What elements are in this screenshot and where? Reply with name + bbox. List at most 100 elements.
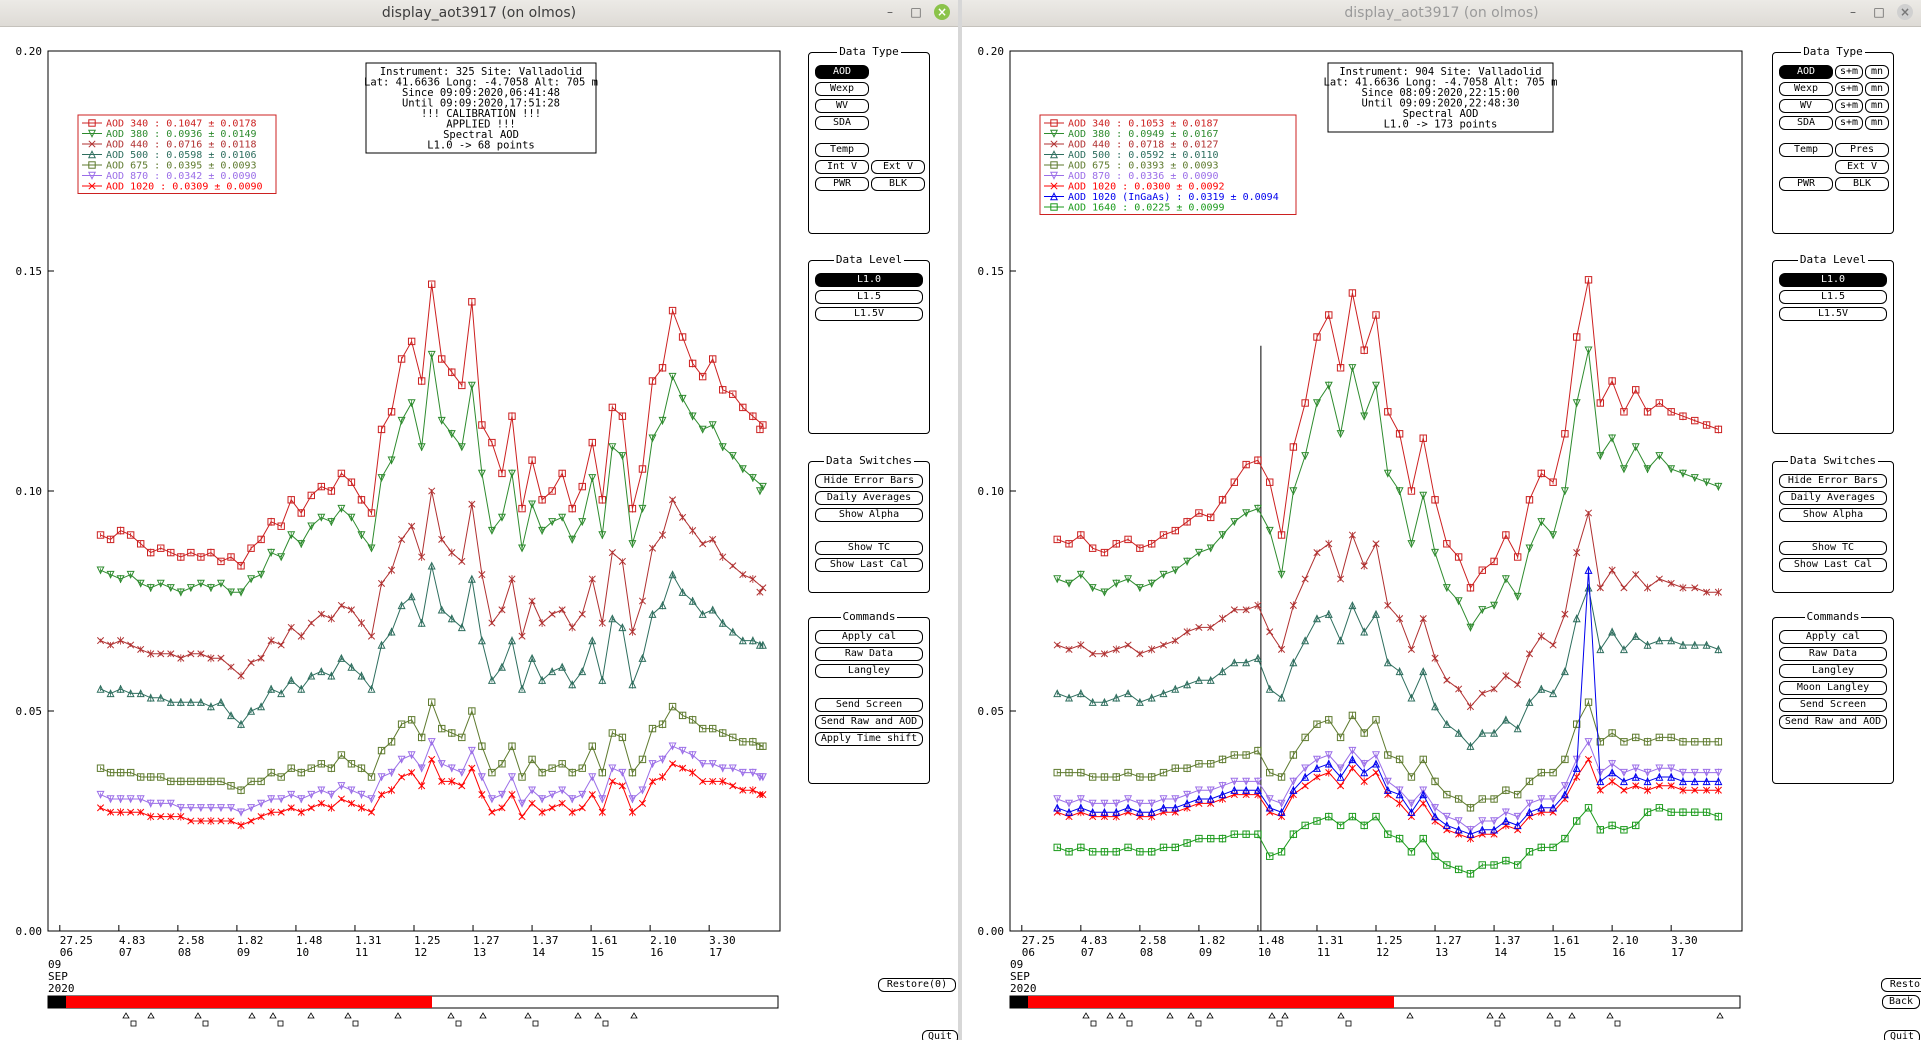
data-point xyxy=(748,768,757,777)
data-type-pres-button[interactable]: Pres xyxy=(1835,143,1889,157)
data-type-aod-sm-button[interactable]: s+m xyxy=(1835,65,1863,79)
show-last-cal-button[interactable]: Show Last Cal xyxy=(815,558,923,572)
data-type-sda-button[interactable]: SDA xyxy=(815,116,869,130)
apply-time-shift-button[interactable]: Apply Time shift xyxy=(815,732,923,746)
data-type-blk-button[interactable]: BLK xyxy=(871,177,925,191)
data-point xyxy=(1573,817,1581,825)
data-point xyxy=(668,306,677,315)
data-point xyxy=(257,702,266,711)
panel-commands: Commands Apply cal Raw Data Langley Moon Lan… xyxy=(1772,610,1894,784)
data-level-l1-5-button[interactable]: L1.5 xyxy=(1779,290,1887,304)
data-type-ext-v-button[interactable]: Ext V xyxy=(1835,160,1889,174)
restore-button[interactable]: Restore(0) xyxy=(878,978,956,992)
data-type-blk-button[interactable]: BLK xyxy=(1835,177,1889,191)
minimize-button[interactable]: – xyxy=(1850,5,1856,19)
data-type-temp-button[interactable]: Temp xyxy=(1779,143,1833,157)
data-type-wv-sm-button[interactable]: s+m xyxy=(1835,99,1863,113)
data-type-wv-button[interactable]: WV xyxy=(1779,99,1833,113)
x-tick-label-airmass: 1.31 xyxy=(1317,934,1344,947)
send-screen-button[interactable]: Send Screen xyxy=(815,698,923,712)
close-button[interactable]: × xyxy=(1897,4,1913,20)
moon-langley-button[interactable]: Moon Langley xyxy=(1779,681,1887,695)
data-point xyxy=(337,653,346,662)
data-type-wexp-button[interactable]: Wexp xyxy=(815,82,869,96)
send-raw-and-aod-button[interactable]: Send Raw and AOD xyxy=(1779,715,1887,729)
data-point xyxy=(1407,693,1416,702)
timeline-marker xyxy=(248,1012,256,1019)
data-type-pwr-button[interactable]: PWR xyxy=(815,177,869,191)
apply-cal-button[interactable]: Apply cal xyxy=(815,630,923,644)
data-type-wexp-sm-button[interactable]: s+m xyxy=(1835,82,1863,96)
data-point xyxy=(1431,702,1440,711)
show-tc-button[interactable]: Show TC xyxy=(1779,541,1887,555)
data-type-sda-button[interactable]: SDA xyxy=(1779,116,1833,130)
send-screen-button[interactable]: Send Screen xyxy=(1779,698,1887,712)
data-type-sda-sm-button[interactable]: s+m xyxy=(1835,116,1863,130)
data-level-l1-0-button[interactable]: L1.0 xyxy=(1779,273,1887,287)
data-point xyxy=(367,795,376,804)
data-point xyxy=(1230,830,1239,838)
raw-data-button[interactable]: Raw Data xyxy=(815,647,923,661)
langley-button[interactable]: Langley xyxy=(815,664,923,678)
data-point xyxy=(1136,650,1144,658)
timeline-marker-square xyxy=(1276,1020,1283,1027)
quit-button[interactable]: Quit xyxy=(1884,1030,1920,1040)
timeline-marker xyxy=(630,1012,638,1019)
show-alpha-button[interactable]: Show Alpha xyxy=(1779,508,1887,522)
daily-averages-button[interactable]: Daily Averages xyxy=(815,491,923,505)
maximize-button[interactable]: □ xyxy=(1873,5,1885,19)
data-point xyxy=(598,768,607,777)
data-point xyxy=(1596,452,1605,461)
title-bar[interactable]: display_aot3917 (on olmos) – □ × xyxy=(962,0,1921,27)
panel-title: Commands xyxy=(1773,610,1893,624)
data-point xyxy=(1242,785,1251,794)
maximize-button[interactable]: □ xyxy=(910,5,922,19)
timeline-marker-square xyxy=(455,1020,462,1027)
data-type-wexp-button[interactable]: Wexp xyxy=(1779,82,1833,96)
data-point xyxy=(1230,777,1239,786)
data-point xyxy=(186,697,195,706)
data-type-wv-mn-button[interactable]: mn xyxy=(1865,99,1889,113)
raw-data-button[interactable]: Raw Data xyxy=(1779,647,1887,661)
data-point xyxy=(247,659,255,667)
data-type-aod-button[interactable]: AOD xyxy=(815,65,869,79)
data-type-aod-button[interactable]: AOD xyxy=(1779,65,1833,79)
hide-error-bars-button[interactable]: Hide Error Bars xyxy=(815,474,923,488)
data-point xyxy=(1384,601,1392,609)
title-bar[interactable]: display_aot3917 (on olmos) – □ × xyxy=(0,0,958,27)
show-last-cal-button[interactable]: Show Last Cal xyxy=(1779,558,1887,572)
show-tc-button[interactable]: Show TC xyxy=(815,541,923,555)
data-level-l1-5v-button[interactable]: L1.5V xyxy=(1779,307,1887,321)
data-type-temp-button[interactable]: Temp xyxy=(815,143,869,157)
close-button[interactable]: × xyxy=(934,4,950,20)
hide-error-bars-button[interactable]: Hide Error Bars xyxy=(1779,474,1887,488)
data-type-wexp-mn-button[interactable]: mn xyxy=(1865,82,1889,96)
data-type-pwr-button[interactable]: PWR xyxy=(1779,177,1833,191)
minimize-button[interactable]: – xyxy=(887,5,893,19)
data-point xyxy=(1324,759,1333,768)
show-alpha-button[interactable]: Show Alpha xyxy=(815,508,923,522)
daily-averages-button[interactable]: Daily Averages xyxy=(1779,491,1887,505)
data-level-l1-5v-button[interactable]: L1.5V xyxy=(815,307,923,321)
data-point xyxy=(1076,803,1085,812)
data-type-ext-v-button[interactable]: Ext V xyxy=(871,160,925,174)
data-point xyxy=(1171,808,1179,816)
back-button[interactable]: Back xyxy=(1882,995,1920,1009)
apply-cal-button[interactable]: Apply cal xyxy=(1779,630,1887,644)
send-raw-and-aod-button[interactable]: Send Raw and AOD xyxy=(815,715,923,729)
data-type-aod-mn-button[interactable]: mn xyxy=(1865,65,1889,79)
quit-button[interactable]: Quit xyxy=(922,1030,958,1040)
data-level-l1-0-button[interactable]: L1.0 xyxy=(815,273,923,287)
data-level-l1-5-button[interactable]: L1.5 xyxy=(815,290,923,304)
data-point xyxy=(1371,759,1381,768)
data-point xyxy=(1254,601,1262,609)
timeline-range xyxy=(1028,996,1394,1008)
data-type-wv-button[interactable]: WV xyxy=(815,99,869,113)
restore-button[interactable]: Restore(0) xyxy=(1881,978,1921,992)
data-point xyxy=(1679,738,1687,746)
data-type-int-v-button[interactable]: Int V xyxy=(815,160,869,174)
data-type-sda-mn-button[interactable]: mn xyxy=(1865,116,1889,130)
langley-button[interactable]: Langley xyxy=(1779,664,1887,678)
